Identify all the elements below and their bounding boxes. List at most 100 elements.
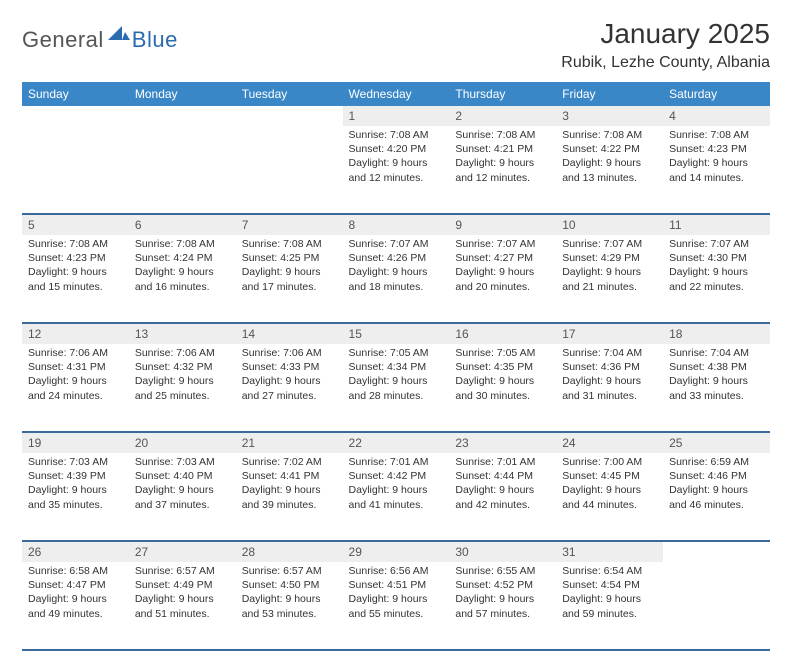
day-number-cell: 22 <box>343 432 450 453</box>
day-number-row: 1234 <box>22 106 770 126</box>
day-details: Sunrise: 7:07 AMSunset: 4:29 PMDaylight:… <box>556 235 663 300</box>
day-number-cell: 2 <box>449 106 556 126</box>
day-cell <box>663 562 770 650</box>
day-number-row: 567891011 <box>22 214 770 235</box>
day-number-cell: 31 <box>556 541 663 562</box>
day-cell: Sunrise: 7:07 AMSunset: 4:27 PMDaylight:… <box>449 235 556 323</box>
day-cell: Sunrise: 7:01 AMSunset: 4:44 PMDaylight:… <box>449 453 556 541</box>
day-details: Sunrise: 7:07 AMSunset: 4:30 PMDaylight:… <box>663 235 770 300</box>
weekday-header: Tuesday <box>236 82 343 106</box>
day-details: Sunrise: 7:08 AMSunset: 4:21 PMDaylight:… <box>449 126 556 191</box>
day-details: Sunrise: 7:02 AMSunset: 4:41 PMDaylight:… <box>236 453 343 518</box>
day-number-cell: 4 <box>663 106 770 126</box>
day-cell: Sunrise: 7:05 AMSunset: 4:35 PMDaylight:… <box>449 344 556 432</box>
day-number-cell <box>236 106 343 126</box>
logo-mark-icon <box>108 24 130 45</box>
day-number-cell: 8 <box>343 214 450 235</box>
day-details: Sunrise: 7:03 AMSunset: 4:40 PMDaylight:… <box>129 453 236 518</box>
day-cell: Sunrise: 7:01 AMSunset: 4:42 PMDaylight:… <box>343 453 450 541</box>
day-number-cell: 3 <box>556 106 663 126</box>
day-cell: Sunrise: 6:57 AMSunset: 4:50 PMDaylight:… <box>236 562 343 650</box>
day-details: Sunrise: 7:00 AMSunset: 4:45 PMDaylight:… <box>556 453 663 518</box>
calendar-body: 1234Sunrise: 7:08 AMSunset: 4:20 PMDayli… <box>22 106 770 650</box>
day-number-cell: 20 <box>129 432 236 453</box>
brand-logo: General Blue <box>22 18 178 55</box>
day-details: Sunrise: 7:06 AMSunset: 4:33 PMDaylight:… <box>236 344 343 409</box>
day-number-cell: 5 <box>22 214 129 235</box>
day-number-row: 19202122232425 <box>22 432 770 453</box>
day-details: Sunrise: 7:05 AMSunset: 4:34 PMDaylight:… <box>343 344 450 409</box>
day-cell <box>236 126 343 214</box>
day-cell: Sunrise: 6:54 AMSunset: 4:54 PMDaylight:… <box>556 562 663 650</box>
day-cell: Sunrise: 7:08 AMSunset: 4:23 PMDaylight:… <box>22 235 129 323</box>
day-number-cell: 29 <box>343 541 450 562</box>
weekday-header: Wednesday <box>343 82 450 106</box>
location-text: Rubik, Lezhe County, Albania <box>561 54 770 72</box>
day-details: Sunrise: 7:08 AMSunset: 4:23 PMDaylight:… <box>663 126 770 191</box>
day-details: Sunrise: 7:07 AMSunset: 4:26 PMDaylight:… <box>343 235 450 300</box>
day-cell: Sunrise: 6:58 AMSunset: 4:47 PMDaylight:… <box>22 562 129 650</box>
day-number-cell: 9 <box>449 214 556 235</box>
week-body-row: Sunrise: 7:08 AMSunset: 4:23 PMDaylight:… <box>22 235 770 323</box>
weekday-header: Sunday <box>22 82 129 106</box>
day-number-cell: 19 <box>22 432 129 453</box>
day-number-row: 262728293031 <box>22 541 770 562</box>
day-number-cell: 14 <box>236 323 343 344</box>
day-number-cell: 27 <box>129 541 236 562</box>
day-details: Sunrise: 7:06 AMSunset: 4:32 PMDaylight:… <box>129 344 236 409</box>
day-cell: Sunrise: 7:08 AMSunset: 4:23 PMDaylight:… <box>663 126 770 214</box>
logo-text-general: General <box>22 27 104 53</box>
day-cell <box>129 126 236 214</box>
day-details: Sunrise: 7:04 AMSunset: 4:36 PMDaylight:… <box>556 344 663 409</box>
day-cell: Sunrise: 7:07 AMSunset: 4:30 PMDaylight:… <box>663 235 770 323</box>
day-cell: Sunrise: 7:04 AMSunset: 4:38 PMDaylight:… <box>663 344 770 432</box>
day-details: Sunrise: 7:07 AMSunset: 4:27 PMDaylight:… <box>449 235 556 300</box>
weekday-header: Monday <box>129 82 236 106</box>
weekday-header: Saturday <box>663 82 770 106</box>
day-number-cell: 21 <box>236 432 343 453</box>
day-cell: Sunrise: 7:06 AMSunset: 4:32 PMDaylight:… <box>129 344 236 432</box>
day-details: Sunrise: 6:54 AMSunset: 4:54 PMDaylight:… <box>556 562 663 627</box>
day-number-cell <box>22 106 129 126</box>
day-number-cell: 15 <box>343 323 450 344</box>
day-details: Sunrise: 7:08 AMSunset: 4:23 PMDaylight:… <box>22 235 129 300</box>
day-details: Sunrise: 6:58 AMSunset: 4:47 PMDaylight:… <box>22 562 129 627</box>
day-details: Sunrise: 7:08 AMSunset: 4:24 PMDaylight:… <box>129 235 236 300</box>
day-details: Sunrise: 7:05 AMSunset: 4:35 PMDaylight:… <box>449 344 556 409</box>
day-cell: Sunrise: 7:05 AMSunset: 4:34 PMDaylight:… <box>343 344 450 432</box>
week-body-row: Sunrise: 6:58 AMSunset: 4:47 PMDaylight:… <box>22 562 770 650</box>
day-cell: Sunrise: 7:08 AMSunset: 4:24 PMDaylight:… <box>129 235 236 323</box>
day-number-cell: 7 <box>236 214 343 235</box>
day-number-cell <box>129 106 236 126</box>
day-number-cell <box>663 541 770 562</box>
day-cell: Sunrise: 7:07 AMSunset: 4:29 PMDaylight:… <box>556 235 663 323</box>
calendar-page: General Blue January 2025 Rubik, Lezhe C… <box>0 0 792 669</box>
day-cell: Sunrise: 7:03 AMSunset: 4:39 PMDaylight:… <box>22 453 129 541</box>
day-cell: Sunrise: 6:55 AMSunset: 4:52 PMDaylight:… <box>449 562 556 650</box>
day-details: Sunrise: 7:08 AMSunset: 4:22 PMDaylight:… <box>556 126 663 191</box>
week-body-row: Sunrise: 7:06 AMSunset: 4:31 PMDaylight:… <box>22 344 770 432</box>
day-details: Sunrise: 7:01 AMSunset: 4:44 PMDaylight:… <box>449 453 556 518</box>
day-number-cell: 23 <box>449 432 556 453</box>
day-number-cell: 18 <box>663 323 770 344</box>
week-body-row: Sunrise: 7:03 AMSunset: 4:39 PMDaylight:… <box>22 453 770 541</box>
day-cell: Sunrise: 7:04 AMSunset: 4:36 PMDaylight:… <box>556 344 663 432</box>
day-details: Sunrise: 6:55 AMSunset: 4:52 PMDaylight:… <box>449 562 556 627</box>
day-cell: Sunrise: 6:57 AMSunset: 4:49 PMDaylight:… <box>129 562 236 650</box>
day-details: Sunrise: 7:06 AMSunset: 4:31 PMDaylight:… <box>22 344 129 409</box>
month-title: January 2025 <box>561 18 770 50</box>
day-number-cell: 25 <box>663 432 770 453</box>
day-details: Sunrise: 6:57 AMSunset: 4:50 PMDaylight:… <box>236 562 343 627</box>
logo-text-blue: Blue <box>132 27 178 53</box>
day-details: Sunrise: 7:04 AMSunset: 4:38 PMDaylight:… <box>663 344 770 409</box>
day-number-row: 12131415161718 <box>22 323 770 344</box>
week-body-row: Sunrise: 7:08 AMSunset: 4:20 PMDaylight:… <box>22 126 770 214</box>
day-cell: Sunrise: 7:08 AMSunset: 4:20 PMDaylight:… <box>343 126 450 214</box>
day-cell: Sunrise: 7:07 AMSunset: 4:26 PMDaylight:… <box>343 235 450 323</box>
day-details: Sunrise: 6:59 AMSunset: 4:46 PMDaylight:… <box>663 453 770 518</box>
day-number-cell: 12 <box>22 323 129 344</box>
day-cell: Sunrise: 7:08 AMSunset: 4:25 PMDaylight:… <box>236 235 343 323</box>
day-cell: Sunrise: 7:06 AMSunset: 4:31 PMDaylight:… <box>22 344 129 432</box>
day-number-cell: 1 <box>343 106 450 126</box>
day-number-cell: 26 <box>22 541 129 562</box>
